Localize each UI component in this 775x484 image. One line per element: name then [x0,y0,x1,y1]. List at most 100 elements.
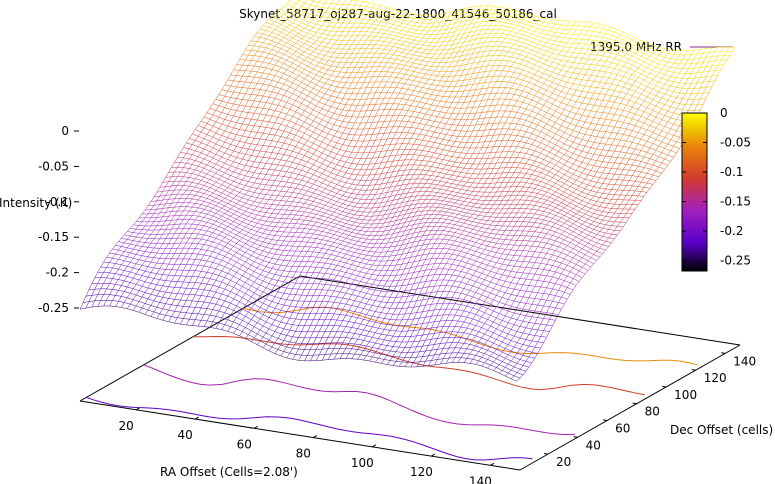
surface-col-line [304,0,308,4]
surface-col-line [522,14,530,21]
x-axis-label: RA Offset (Cells=2.08') [160,465,298,479]
surface-col-line [445,136,459,156]
surface-col-line [286,288,299,312]
surface-col-line [144,234,158,252]
surface-col-line [451,113,465,136]
surface-col-line [369,81,382,105]
surface-col-line [611,122,624,145]
surface-col-line [404,22,417,35]
surface-col-line [398,347,411,367]
surface-col-line [593,167,606,187]
surface-col-line [629,83,642,101]
surface-col-line [457,136,471,158]
surface-col-line [522,117,536,137]
z-tick-label: 0 [61,124,69,138]
surface-col-line [416,170,429,188]
surface-col-line [451,193,465,207]
surface-col-line [623,102,636,123]
surface-col-line [256,121,270,145]
surface-col-line [581,31,595,49]
surface-col-line [599,144,612,168]
surface-col-line [109,264,122,284]
surface-col-line [634,173,648,192]
surface-col-line [363,44,376,63]
surface-col-line [162,215,175,235]
surface-col-line [144,273,158,293]
surface-col-line [327,8,341,27]
surface-col-line [351,10,364,28]
surface-col-line [310,200,323,214]
surface-col-line [552,303,565,327]
surface-col-line [422,22,435,39]
surface-col-line [481,65,494,89]
surface-col-line [410,150,423,170]
surface-col-line [664,97,677,116]
surface-col-line [262,308,276,327]
surface-col-line [227,183,240,196]
surface-col-line [463,345,476,363]
surface-col-line [298,0,300,1]
surface-col-line [280,227,293,246]
surface-col-line [428,22,441,39]
surface-col-line [475,13,488,32]
surface-col-line [658,161,671,177]
surface-col-line [593,94,606,118]
surface-col-line [440,91,453,113]
surface-col-line [380,302,394,324]
surface-col-line [321,269,335,290]
surface-col-line [262,244,276,261]
surface-col-line [493,6,500,14]
surface-col-line [629,191,642,210]
surface-col-line [292,51,305,64]
surface-col-line [487,248,500,266]
surface-col-line [221,69,234,90]
surface-col-line [540,44,553,59]
surface-col-line [440,52,453,72]
surface-col-line [487,177,500,197]
surface-col-line [705,74,719,99]
surface-col-line [369,323,382,342]
surface-col-line [298,136,311,154]
surface-col-line [570,162,583,178]
surface-col-line [469,29,482,50]
surface-col-line [605,27,612,34]
surface-col-line [103,244,116,263]
surface-col-line [392,258,406,282]
surface-col-line [493,249,506,268]
surface-col-line [239,119,252,142]
surface-col-line [664,49,671,58]
surface-col-line [386,170,400,193]
surface-col-line [522,231,536,251]
surface-col-line [617,59,630,75]
surface-col-line [186,233,199,254]
surface-col-line [640,132,654,151]
surface-col-line [392,239,406,261]
surface-col-line [581,49,595,70]
surface-col-line [133,217,146,233]
surface-col-line [363,194,376,213]
surface-col-line [434,37,447,55]
surface-col-line [115,247,128,264]
surface-col-line [304,247,317,267]
surface-col-line [351,258,364,275]
surface-col-line [380,225,394,244]
surface-col-line [239,186,252,202]
surface-col-line [546,129,559,146]
surface-col-line [534,299,547,324]
surface-col-line [475,196,488,212]
surface-col-line [298,72,311,86]
surface-col-line [546,278,559,301]
surface-col-line [339,152,352,172]
surface-col-line [268,57,281,75]
surface-col-line [457,301,471,322]
surface-col-line [357,104,370,130]
surface-col-line [510,51,524,67]
surface-col-line [504,250,518,271]
surface-col-line [670,77,683,97]
surface-col-line [581,204,594,217]
surface-col-line [440,36,453,55]
x-tick-label: 20 [118,419,133,433]
surface-col-line [440,135,453,155]
surface-col-line [97,262,110,284]
surface-col-line [345,317,358,338]
